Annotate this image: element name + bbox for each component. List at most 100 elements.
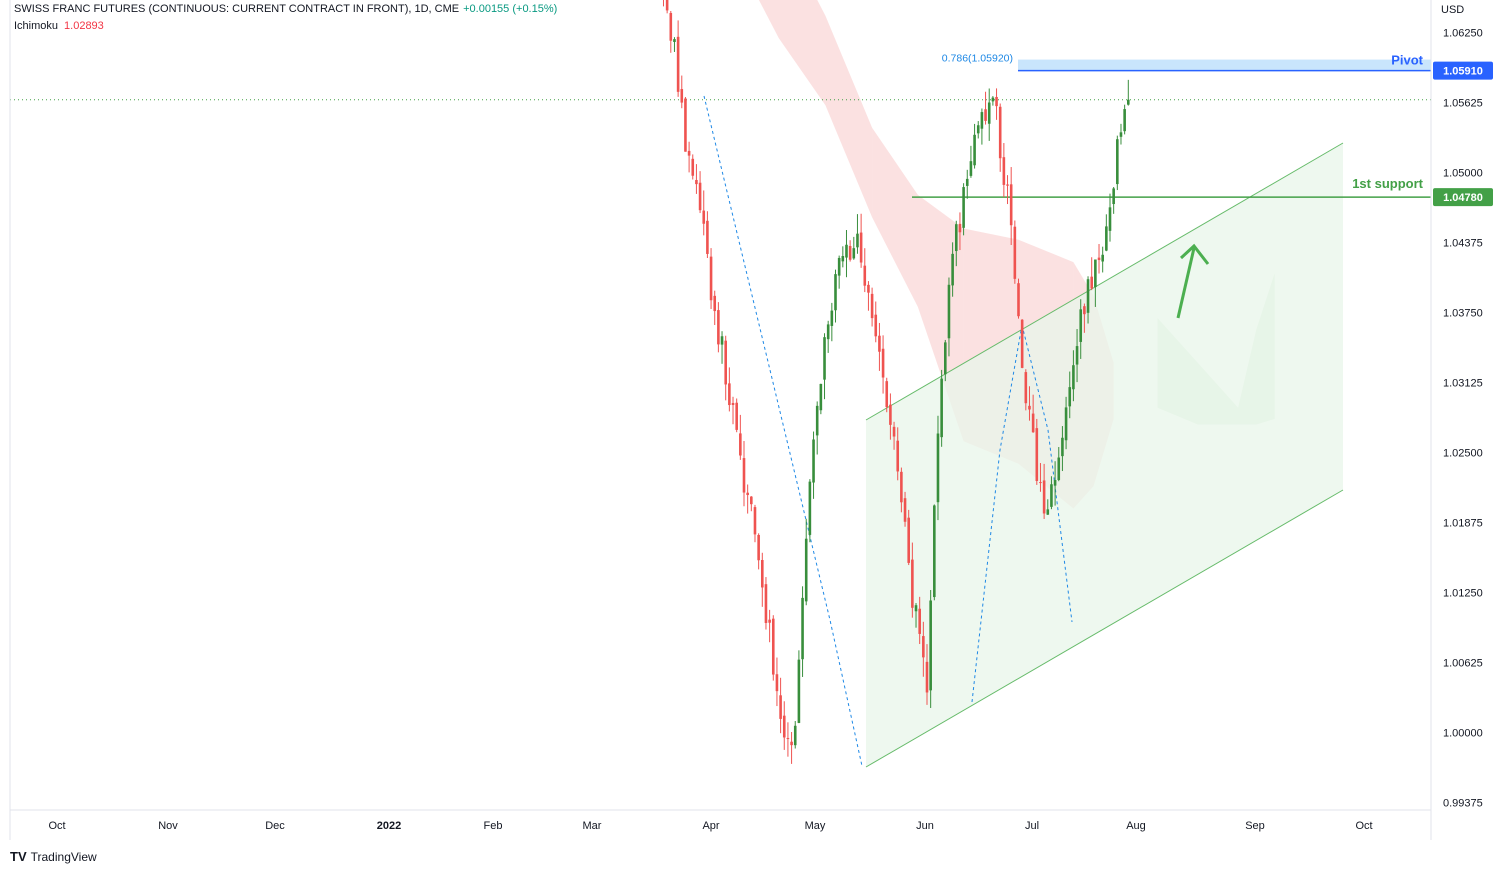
candle: [1039, 463, 1042, 492]
candle-body: [695, 179, 698, 185]
cloud-segment-6: [872, 127, 964, 442]
candle: [837, 255, 841, 289]
candle: [1119, 123, 1123, 145]
candle: [739, 414, 742, 460]
candle: [914, 603, 918, 628]
annotations: 1st resistancePivot1st support−27.20%(1.…: [942, 52, 1424, 319]
channel-fill: [866, 143, 1343, 767]
y-tick-label: 1.01250: [1443, 588, 1483, 600]
candle: [845, 229, 848, 278]
candle: [958, 212, 962, 251]
candle: [980, 108, 984, 145]
candle: [1108, 193, 1112, 242]
candle: [662, 0, 664, 7]
tradingview-branding[interactable]: TV TradingView: [10, 849, 97, 864]
candle: [962, 183, 965, 236]
candle: [757, 533, 760, 570]
candle: [1101, 246, 1104, 273]
candle: [1064, 396, 1068, 450]
candle: [702, 190, 706, 236]
candle: [812, 431, 815, 499]
candle: [1061, 426, 1064, 472]
candle-body: [750, 496, 753, 505]
candle-body: [761, 560, 764, 588]
candle-body: [757, 534, 760, 561]
candle: [1035, 418, 1039, 485]
candle-body: [940, 378, 943, 438]
candle-body: [790, 741, 793, 746]
candle-body: [922, 636, 925, 658]
y-tick-label: 1.01875: [1443, 518, 1483, 530]
x-tick-label: Oct: [1355, 820, 1372, 832]
candle: [870, 287, 874, 327]
candle-body: [867, 284, 870, 293]
candle-body: [845, 244, 848, 258]
candle: [684, 96, 687, 152]
candle-body: [1061, 437, 1064, 457]
candle-body: [1112, 188, 1115, 205]
candle: [1031, 394, 1035, 433]
candle: [761, 552, 764, 607]
candle-body: [1072, 365, 1075, 390]
candle: [750, 496, 753, 512]
candle: [790, 731, 793, 764]
candle-body: [1042, 480, 1046, 514]
indicator-legend[interactable]: Ichimoku 1.02893: [14, 20, 104, 32]
candle-body: [954, 224, 958, 252]
candle: [775, 657, 779, 707]
indicator-name: Ichimoku: [14, 20, 59, 32]
candle-body: [936, 433, 940, 503]
candle: [969, 145, 973, 178]
arrow-head-icon: [1179, 243, 1210, 265]
candle: [793, 721, 797, 749]
candle: [1028, 386, 1031, 421]
candle-body: [687, 150, 691, 156]
candle: [881, 335, 885, 394]
candle: [867, 281, 870, 311]
candle-body: [900, 471, 903, 503]
candle: [768, 609, 771, 643]
candle: [1079, 299, 1083, 359]
candles: [662, 0, 1130, 764]
candle: [709, 248, 713, 309]
candle-body: [709, 256, 713, 301]
candle: [929, 589, 932, 708]
candle-body: [896, 440, 900, 472]
candle: [852, 236, 856, 260]
candle: [1042, 463, 1046, 519]
chart-header: SWISS FRANC FUTURES (CONTINUOUS: CURRENT…: [14, 3, 557, 15]
y-tick-label: 1.05000: [1443, 168, 1483, 180]
candle: [1116, 135, 1119, 191]
candle: [695, 164, 698, 194]
candle-body: [965, 178, 969, 186]
candle: [830, 302, 834, 342]
candle: [1090, 257, 1093, 291]
x-tick-label: Aug: [1126, 820, 1146, 832]
candle-body: [841, 256, 845, 262]
candle: [998, 103, 1002, 172]
candle-body: [673, 39, 676, 42]
support-label: 1st support: [1352, 176, 1423, 191]
x-tick-label: Mar: [583, 820, 602, 832]
candle-body: [1050, 484, 1053, 507]
candle-body: [746, 492, 749, 496]
currency-label: USD: [1441, 4, 1464, 16]
candle-body: [1097, 257, 1101, 261]
candle-body: [1039, 482, 1042, 484]
x-tick-label: Dec: [265, 820, 285, 832]
candle: [1094, 259, 1097, 307]
fib-path-line: [1021, 324, 1073, 623]
candle: [907, 509, 910, 566]
candle-body: [797, 659, 801, 723]
channel-lower-line: [865, 489, 1344, 768]
candle: [1097, 244, 1101, 274]
candle-body: [731, 402, 735, 406]
candle-body: [962, 187, 965, 228]
candle: [801, 586, 804, 677]
candle-body: [929, 600, 932, 691]
candle-body: [874, 314, 878, 337]
candle-body: [1020, 319, 1024, 368]
x-tick-label: Nov: [158, 820, 178, 832]
candle-body: [684, 98, 687, 152]
